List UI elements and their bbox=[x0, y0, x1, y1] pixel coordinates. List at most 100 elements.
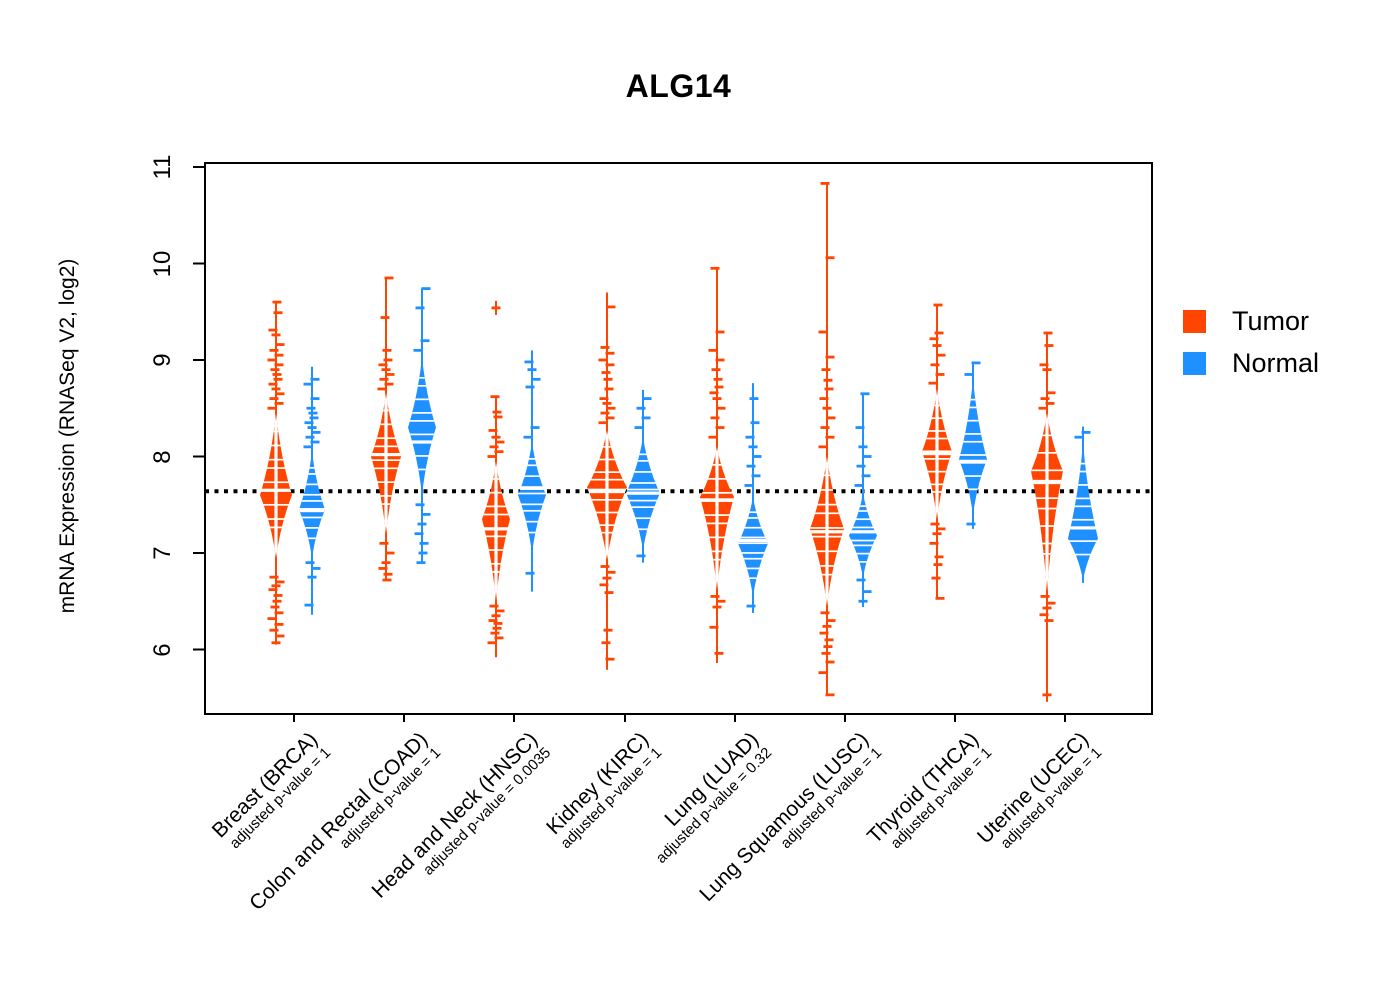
violin-texture bbox=[738, 511, 768, 580]
outlier-dash bbox=[1046, 391, 1056, 395]
violin-body bbox=[959, 379, 987, 515]
outlier-dash bbox=[420, 339, 430, 343]
density-band bbox=[1068, 553, 1098, 556]
outlier-dash bbox=[932, 344, 942, 347]
outlier-dash bbox=[488, 429, 498, 432]
outlier-dash bbox=[826, 619, 836, 622]
violin-tumor-Kidney (KIRC) bbox=[587, 292, 627, 670]
density-band bbox=[408, 412, 436, 414]
outlier-dash bbox=[310, 377, 320, 381]
outlier-dash bbox=[267, 406, 277, 410]
outlier-dash bbox=[856, 464, 866, 468]
outlier-dash bbox=[270, 605, 280, 609]
outlier-dash bbox=[492, 626, 502, 630]
outlier-dash bbox=[856, 578, 866, 582]
violin-body bbox=[849, 493, 877, 578]
outlier-dash bbox=[819, 397, 829, 400]
density-band bbox=[1068, 462, 1098, 465]
outlier-dash bbox=[716, 406, 726, 410]
outlier-dash bbox=[1074, 435, 1084, 439]
density-band bbox=[408, 376, 436, 379]
y-tick-label: 8 bbox=[149, 449, 176, 464]
outlier-dash bbox=[271, 333, 281, 337]
violin-texture bbox=[922, 388, 952, 520]
outlier-dash bbox=[929, 541, 939, 545]
outlier-dash bbox=[606, 406, 616, 410]
density-band bbox=[1068, 540, 1098, 542]
outlier-dash bbox=[712, 397, 722, 400]
outlier-dash bbox=[636, 554, 646, 558]
outlier-dash bbox=[712, 605, 722, 609]
outlier-dash bbox=[416, 561, 426, 565]
outlier-dash bbox=[274, 353, 284, 357]
outlier-dash bbox=[1039, 363, 1049, 367]
outlier-dash bbox=[304, 421, 314, 425]
outlier-dash bbox=[603, 377, 613, 381]
outlier-dash bbox=[642, 397, 652, 400]
outlier-dash bbox=[752, 455, 762, 458]
violin-normal-Lung Squamous (LUSC) bbox=[849, 392, 877, 608]
outlier-dash bbox=[378, 567, 388, 570]
outlier-dash bbox=[932, 532, 942, 536]
outlier-dash bbox=[419, 541, 429, 545]
outlier-dash bbox=[936, 527, 946, 531]
violin-body bbox=[1068, 442, 1098, 581]
outlier-dash bbox=[862, 455, 872, 458]
violin-normal-Lung (LUAD) bbox=[738, 383, 768, 613]
outlier-dash bbox=[494, 450, 504, 454]
outlier-dash bbox=[746, 464, 756, 468]
outlier-dash bbox=[524, 360, 534, 364]
outlier-dash bbox=[383, 358, 393, 362]
outlier-dash bbox=[600, 411, 610, 415]
outlier-dash bbox=[933, 303, 943, 307]
outlier-dash bbox=[272, 373, 282, 376]
outlier-dash bbox=[383, 572, 393, 576]
outlier-dash bbox=[378, 363, 388, 367]
outlier-dash bbox=[527, 368, 537, 372]
density-band bbox=[626, 528, 660, 531]
outlier-dash bbox=[858, 445, 868, 449]
outlier-dash bbox=[746, 604, 756, 608]
density-band bbox=[849, 552, 877, 555]
density-band bbox=[518, 475, 546, 478]
violin-tumor-Uterine (UCEC) bbox=[1031, 331, 1063, 702]
outlier-dash bbox=[935, 596, 945, 600]
density-band bbox=[626, 482, 660, 484]
outlier-dash bbox=[715, 426, 725, 429]
outlier-dash bbox=[715, 330, 725, 334]
outlier-dash bbox=[491, 306, 501, 310]
outlier-dash bbox=[310, 397, 320, 400]
outlier-dash bbox=[489, 445, 499, 449]
density-band bbox=[959, 433, 987, 435]
violin-body bbox=[408, 357, 436, 496]
outlier-dash bbox=[603, 628, 613, 632]
outlier-dash bbox=[636, 406, 646, 410]
outlier-dash bbox=[269, 348, 279, 352]
outlier-dash bbox=[713, 377, 723, 381]
outlier-dash bbox=[824, 387, 834, 391]
outlier-dash bbox=[495, 609, 505, 613]
violin-normal-Head and Neck (HNSC) bbox=[518, 350, 546, 592]
density-band bbox=[849, 510, 877, 512]
outlier-dash bbox=[855, 426, 865, 429]
outlier-dash bbox=[385, 551, 395, 555]
outlier-dash bbox=[822, 406, 832, 410]
outlier-dash bbox=[309, 416, 319, 420]
density-band bbox=[299, 510, 325, 513]
y-tick-label: 7 bbox=[149, 546, 176, 560]
outlier-dash bbox=[929, 337, 939, 341]
outlier-dash bbox=[384, 382, 394, 386]
outlier-dash bbox=[933, 563, 943, 566]
outlier-dash bbox=[275, 634, 285, 638]
y-tick-label: 10 bbox=[149, 250, 176, 277]
outlier-dash bbox=[379, 541, 389, 545]
outlier-dash bbox=[1044, 619, 1054, 622]
outlier-dash bbox=[305, 435, 315, 439]
y-axis-label: mRNA Expression (RNASeq V2, log2) bbox=[56, 258, 79, 614]
outlier-dash bbox=[271, 387, 281, 391]
outlier-dash bbox=[305, 561, 315, 565]
density-band bbox=[518, 492, 546, 495]
outlier-dash bbox=[930, 522, 940, 526]
outlier-dash bbox=[523, 435, 533, 439]
median-line bbox=[482, 527, 510, 531]
